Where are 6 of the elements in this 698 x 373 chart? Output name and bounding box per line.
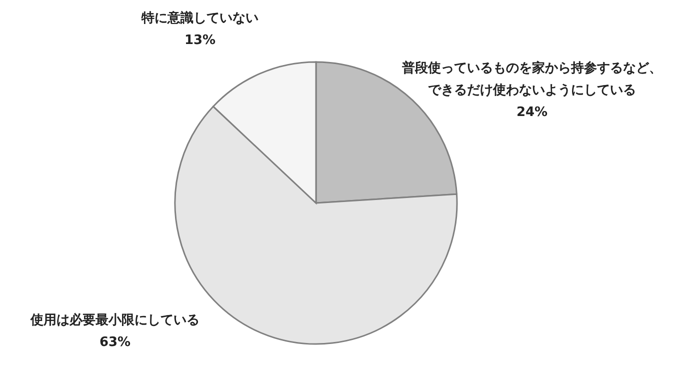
slice-label: 特に意識していない <box>140 10 258 26</box>
slice-label: 使用は必要最小限にしている <box>30 312 200 328</box>
data-label: 13% <box>184 33 216 48</box>
data-label: 24% <box>516 105 548 120</box>
slice-label: 普段使っているものを家から持参するなど、できるだけ使わないようにしている <box>401 60 662 98</box>
data-label: 63% <box>99 335 131 350</box>
